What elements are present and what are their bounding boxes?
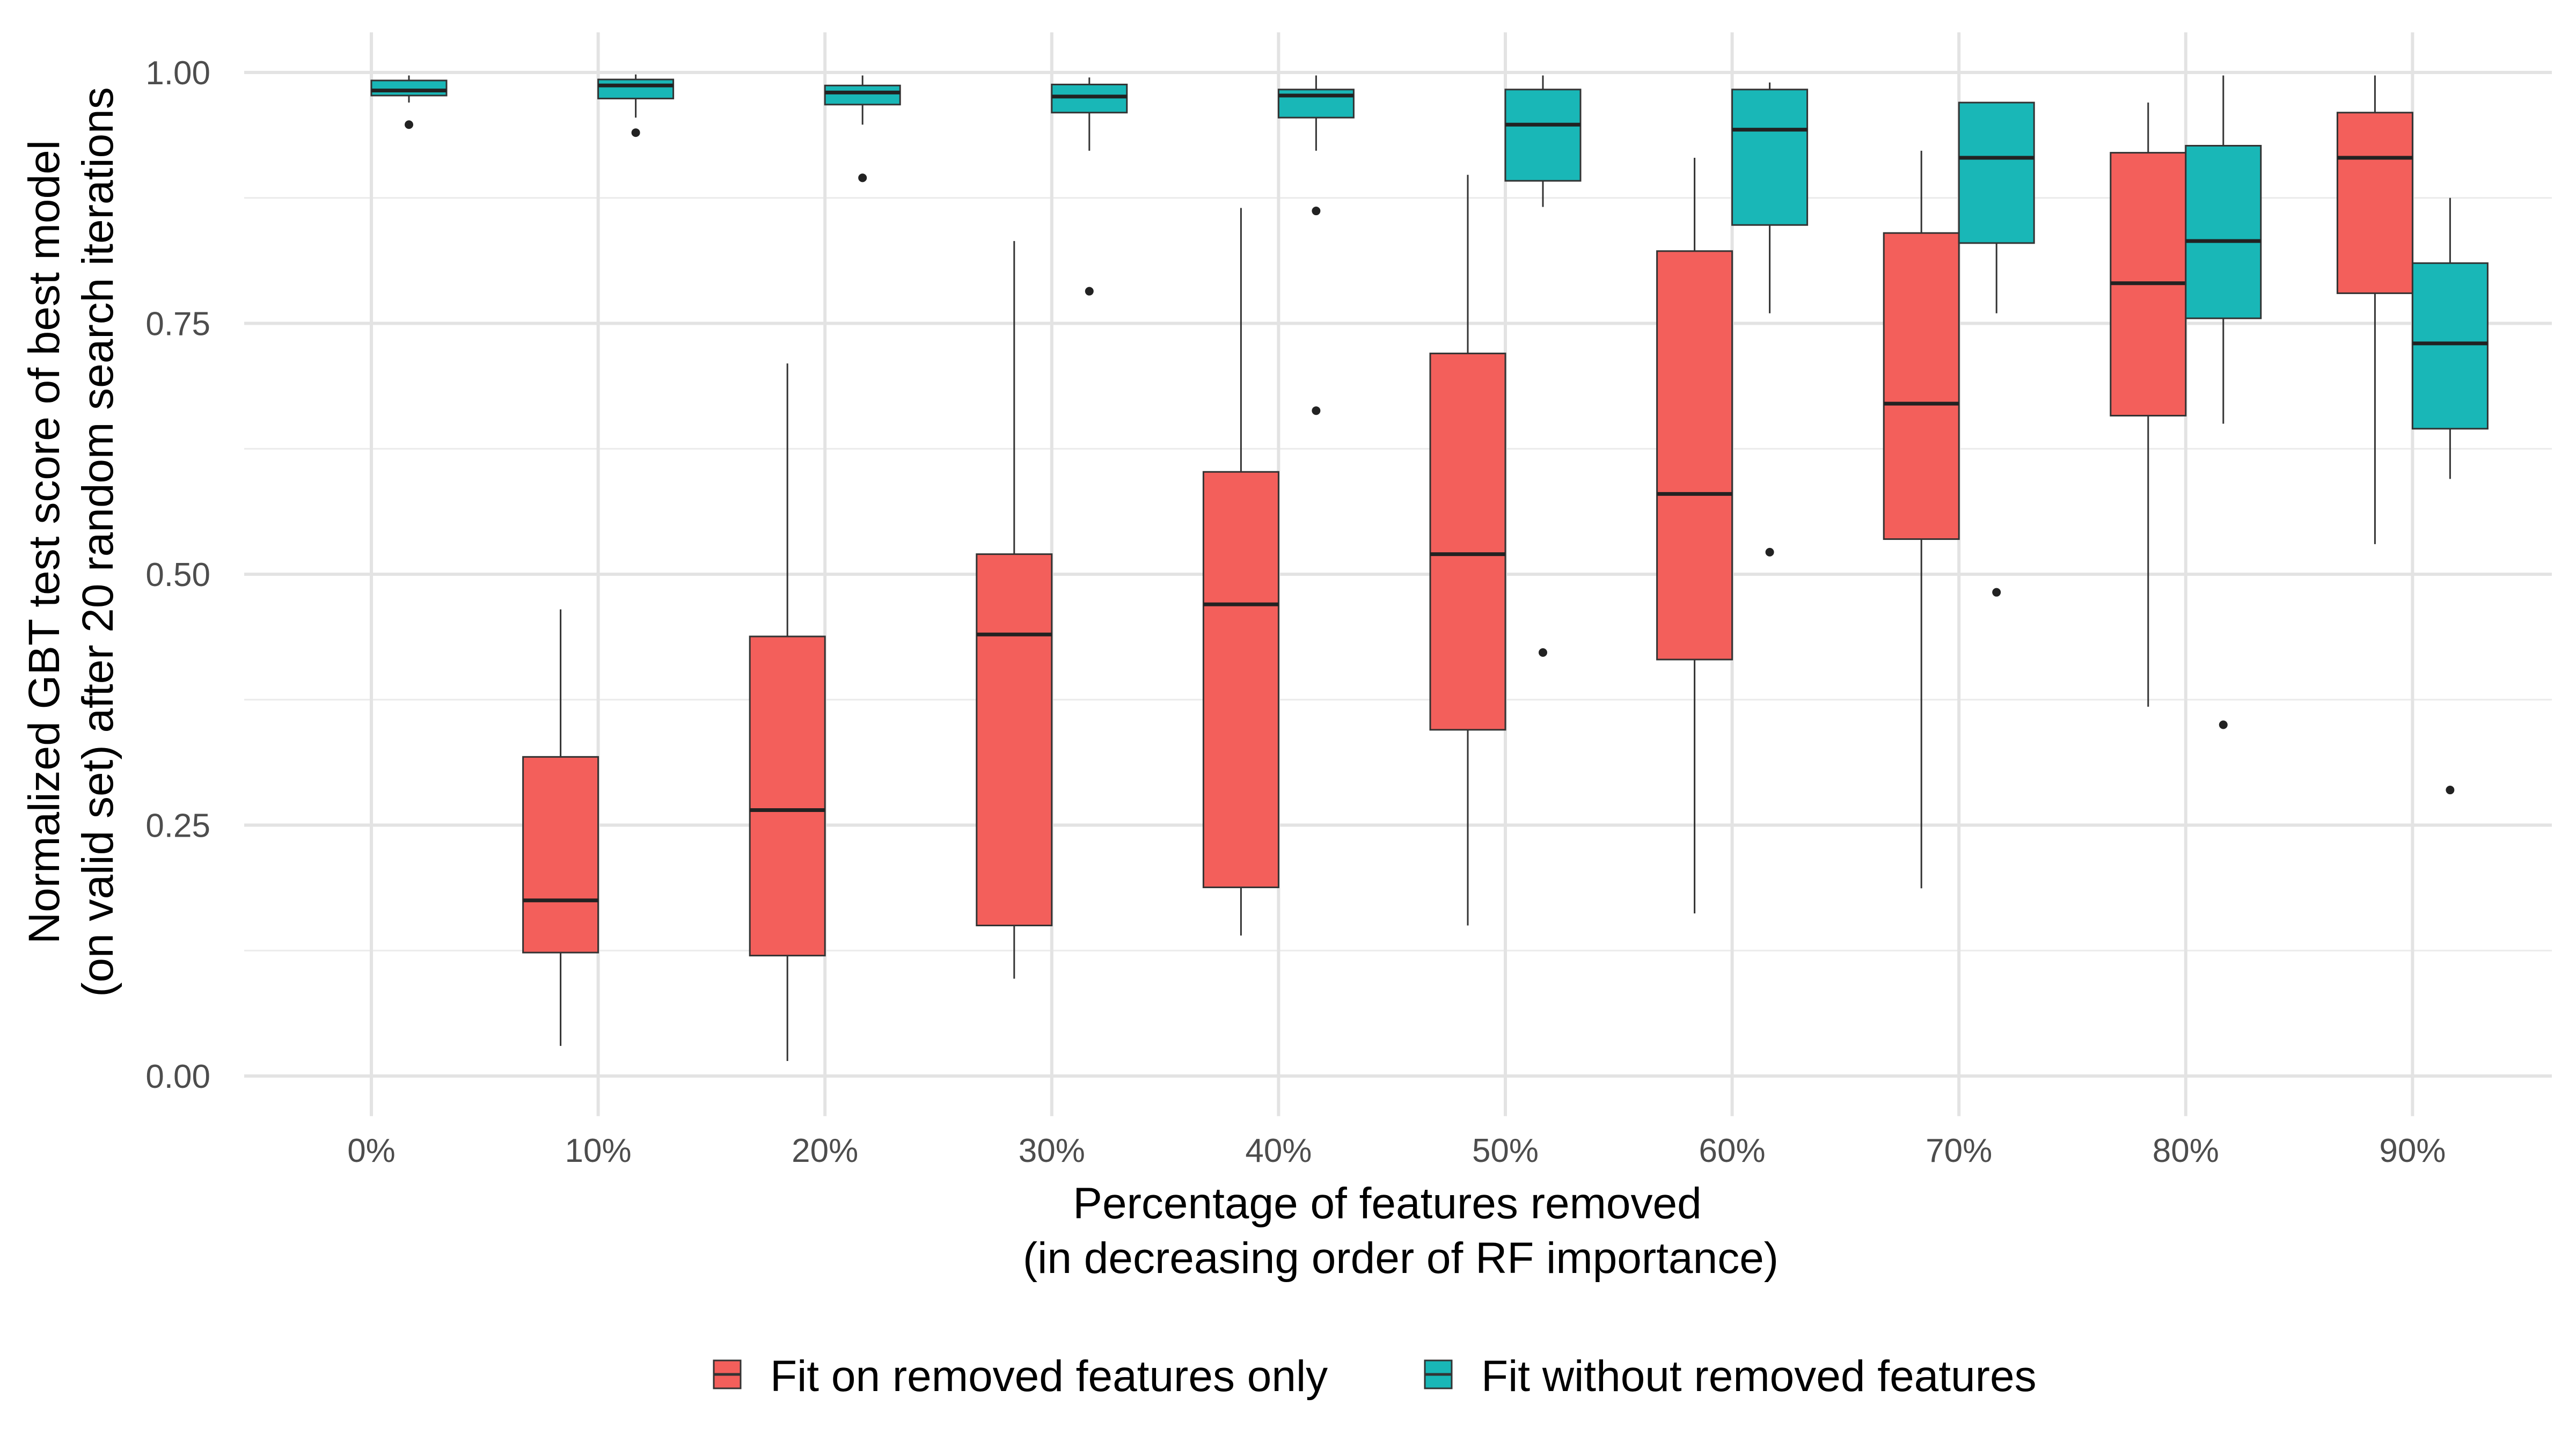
box-without-removed-9 <box>2411 197 2489 795</box>
x-tick-label: 70% <box>1926 1132 1992 1169</box>
x-tick-label: 90% <box>2379 1132 2446 1169</box>
box-groups <box>370 74 2489 1061</box>
box-iqr <box>2185 145 2262 319</box>
y-tick-label: 0.00 <box>145 1058 210 1095</box>
outlier-point <box>1312 207 1321 216</box>
box-iqr <box>749 635 826 957</box>
x-tick-labels: 0% 10% 20% 30% 40% 50% 60% 70% 80% 90% <box>347 1132 2446 1169</box>
box-iqr <box>597 78 675 100</box>
outlier-point <box>858 173 867 182</box>
x-axis-label-line2: (in decreasing order of RF importance) <box>1023 1234 1779 1283</box>
box-removed-only-2 <box>749 363 826 1061</box>
outlier-point <box>1992 588 2001 597</box>
y-tick-labels: 0.00 0.25 0.50 0.75 1.00 <box>145 55 210 1095</box>
box-iqr <box>1731 89 1809 226</box>
box-iqr <box>1958 101 2035 244</box>
outlier-point <box>405 120 413 129</box>
box-without-removed-3 <box>1051 77 1128 296</box>
outlier-point <box>2446 786 2455 795</box>
outlier-point <box>1312 406 1321 415</box>
y-tick-label: 0.75 <box>145 306 210 343</box>
legend-label-removed-only: Fit on removed features only <box>770 1352 1328 1401</box>
box-without-removed-4 <box>1277 75 1355 415</box>
y-axis-label-line1: Normalized GBT test score of best model <box>20 140 69 944</box>
outlier-point <box>631 128 640 137</box>
box-iqr <box>2411 262 2489 430</box>
box-iqr <box>1883 232 1960 540</box>
box-removed-only-3 <box>976 241 1053 979</box>
box-without-removed-7 <box>1958 101 2035 597</box>
x-axis-label-line1: Percentage of features removed <box>1073 1179 1701 1228</box>
box-iqr <box>824 84 901 106</box>
box-removed-only-1 <box>522 609 599 1046</box>
x-tick-label: 30% <box>1019 1132 1085 1169</box>
box-removed-only-8 <box>2110 103 2187 707</box>
box-removed-only-6 <box>1656 157 1733 914</box>
box-iqr <box>370 79 448 97</box>
box-without-removed-2 <box>824 75 901 182</box>
box-without-removed-6 <box>1731 82 1809 557</box>
outlier-point <box>1765 547 1774 557</box>
outlier-point <box>2219 720 2228 729</box>
outlier-point <box>1085 287 1094 296</box>
x-tick-label: 50% <box>1472 1132 1539 1169</box>
box-iqr <box>522 756 599 954</box>
box-iqr <box>1051 83 1128 114</box>
outlier-point <box>1539 648 1547 657</box>
box-iqr <box>1504 89 1582 182</box>
legend-label-without-removed: Fit without removed features <box>1481 1352 2037 1401</box>
x-tick-label: 10% <box>565 1132 632 1169</box>
box-without-removed-1 <box>597 74 675 137</box>
box-iqr <box>1202 471 1279 888</box>
box-iqr <box>2336 112 2413 294</box>
x-tick-label: 20% <box>792 1132 858 1169</box>
box-iqr <box>1656 250 1733 661</box>
y-tick-label: 0.25 <box>145 808 210 845</box>
x-tick-label: 0% <box>347 1132 396 1169</box>
box-without-removed-5 <box>1504 75 1582 657</box>
box-removed-only-7 <box>1883 150 1960 889</box>
box-removed-only-4 <box>1202 208 1279 936</box>
x-tick-label: 80% <box>2153 1132 2219 1169</box>
legend: Fit on removed features only Fit without… <box>713 1352 2037 1401</box>
y-tick-label: 0.50 <box>145 557 210 594</box>
box-removed-only-5 <box>1429 174 1506 926</box>
box-without-removed-0 <box>370 75 448 129</box>
box-iqr <box>1429 353 1506 731</box>
y-axis-label-line2: (on valid set) after 20 random search it… <box>74 87 122 997</box>
x-tick-label: 40% <box>1245 1132 1312 1169</box>
box-without-removed-8 <box>2185 75 2262 729</box>
x-tick-label: 60% <box>1699 1132 1766 1169</box>
y-tick-label: 1.00 <box>145 55 210 92</box>
box-iqr <box>976 553 1053 926</box>
box-removed-only-9 <box>2336 75 2413 544</box>
